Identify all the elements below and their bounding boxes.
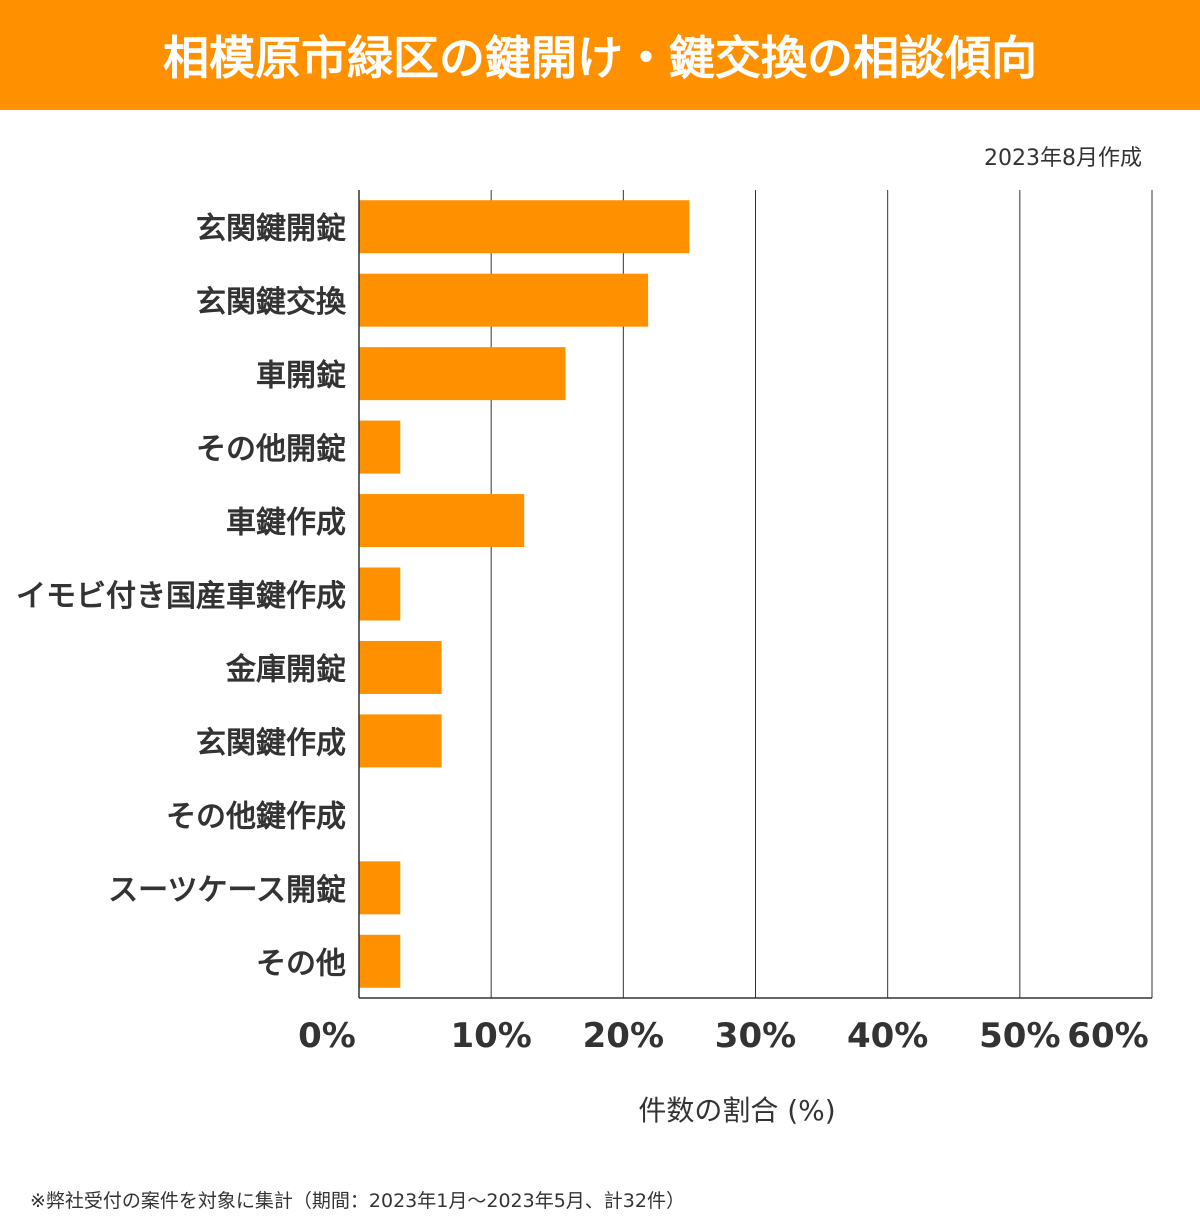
bar bbox=[359, 861, 401, 915]
category-label: 金庫開錠 bbox=[225, 652, 346, 687]
x-tick-label: 10% bbox=[450, 1016, 531, 1056]
x-axis-label: 件数の割合 (%) bbox=[638, 1094, 835, 1127]
chart-title: 相模原市緑区の鍵開け・鍵交換の相談傾向 bbox=[0, 0, 1200, 110]
footnote: ※弊社受付の案件を対象に集計（期間：2023年1月～2023年5月、計32件） bbox=[30, 1190, 685, 1212]
bar bbox=[359, 347, 566, 401]
category-label: スーツケース開錠 bbox=[108, 873, 346, 908]
category-label: その他鍵作成 bbox=[166, 799, 346, 834]
category-label: その他開錠 bbox=[196, 432, 346, 467]
date-label: 2023年8月作成 bbox=[984, 146, 1142, 171]
bar bbox=[359, 200, 690, 254]
bar bbox=[359, 567, 401, 621]
x-tick-label: 60% bbox=[1067, 1016, 1148, 1056]
bar bbox=[359, 273, 649, 327]
category-label: イモビ付き国産車鍵作成 bbox=[16, 579, 346, 614]
category-label: 車鍵作成 bbox=[226, 506, 346, 541]
x-tick-label: 50% bbox=[979, 1016, 1060, 1056]
x-tick-label: 0% bbox=[298, 1016, 356, 1056]
bar bbox=[359, 494, 525, 548]
x-tick-label: 30% bbox=[715, 1016, 796, 1056]
bar bbox=[359, 420, 401, 474]
bar bbox=[359, 640, 442, 694]
category-label: 玄関鍵作成 bbox=[196, 726, 346, 761]
bar bbox=[359, 714, 442, 768]
x-tick-label: 20% bbox=[583, 1016, 664, 1056]
category-label: 車開錠 bbox=[256, 359, 346, 394]
x-tick-label: 40% bbox=[847, 1016, 928, 1056]
category-label: その他 bbox=[256, 946, 346, 981]
category-label: 玄関鍵交換 bbox=[196, 285, 347, 320]
bar bbox=[359, 934, 401, 988]
category-label: 玄関鍵開錠 bbox=[196, 212, 346, 247]
